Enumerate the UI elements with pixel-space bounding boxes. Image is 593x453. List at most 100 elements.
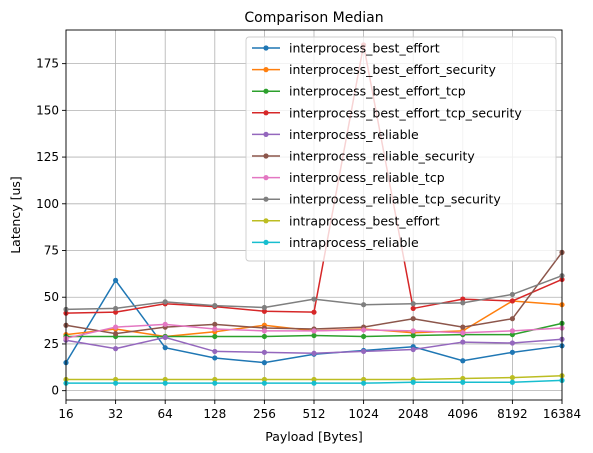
data-point [162,380,168,386]
data-point [361,327,367,333]
data-point [509,291,515,298]
data-point [509,374,515,381]
data-point [113,277,119,284]
data-point [261,328,267,334]
y-tick-label: 50 [44,290,59,304]
data-point [113,309,119,315]
data-point [113,324,119,330]
data-point [509,298,515,304]
series-interprocess-reliable-tcp [63,321,565,341]
data-point [460,324,466,330]
data-point [361,348,367,355]
data-point [212,333,218,340]
data-point [311,350,317,356]
data-point [311,376,317,383]
data-point [460,358,466,364]
data-point [162,334,168,340]
x-tick-label: 256 [253,407,276,421]
y-tick-label: 100 [36,197,59,211]
data-point [212,321,218,327]
x-tick-label: 32 [108,407,123,421]
y-axis-label: Latency [us] [8,176,23,254]
legend-entry-label: interprocess_best_effort [289,41,440,56]
data-point [311,332,317,339]
y-tick-label: 150 [36,103,59,117]
series-interprocess-reliable-tcp-security [63,273,565,312]
data-point [410,301,416,307]
y-tick-label: 125 [36,150,59,164]
legend-entry-label: intraprocess_reliable [289,235,419,250]
data-point [410,316,416,322]
data-point [212,376,218,383]
data-point [361,376,367,383]
legend-swatch-marker [263,153,269,159]
x-tick-label: 16 [58,407,73,421]
data-point [410,328,416,334]
data-point [212,380,218,386]
data-point [361,380,367,386]
data-point [509,340,515,346]
data-point [311,296,317,302]
legend-entry-label: interprocess_reliable_security [289,149,475,164]
data-point [509,331,515,338]
data-point [212,355,218,361]
data-point [460,300,466,306]
legend-swatch-marker [263,88,269,94]
data-point [261,380,267,386]
data-point [311,380,317,386]
data-point [113,305,119,312]
x-tick-label: 128 [203,407,226,421]
x-axis-label: Payload [Bytes] [265,429,363,444]
x-tick-label: 8192 [497,407,528,421]
x-tick-label: 512 [303,407,326,421]
y-tick-label: 175 [36,57,59,71]
data-point [162,321,168,327]
data-point [460,375,466,382]
y-tick-label: 75 [44,244,59,258]
legend-swatch-marker [263,175,269,181]
data-point [460,379,466,385]
data-point [509,328,515,334]
data-point [162,376,168,383]
data-point [509,316,515,322]
legend-entry-label: interprocess_reliable [289,127,419,142]
legend-entry-label: interprocess_best_effort_tcp_security [289,105,522,120]
data-point [361,302,367,308]
data-point [261,349,267,355]
data-point [460,330,466,336]
legend: interprocess_best_effort interprocess_bes… [245,36,557,262]
data-point [261,333,267,340]
legend-swatch-marker [263,131,269,137]
x-tick-label: 16384 [543,407,581,421]
data-point [509,349,515,355]
data-point [162,345,168,351]
legend-box [245,36,557,262]
x-tick-label: 2048 [398,407,429,421]
legend-entry-label: intraprocess_best_effort [289,213,440,228]
data-point [113,346,119,352]
data-point [212,348,218,355]
data-point [410,379,416,385]
y-tick-label: 25 [44,337,59,351]
legend-swatch-marker [263,67,269,73]
legend-swatch-marker [263,110,269,116]
data-point [113,331,119,337]
legend-entry-label: interprocess_best_effort_security [289,62,496,77]
x-tick-label: 64 [158,407,173,421]
data-point [361,333,367,340]
data-point [311,328,317,334]
legend-swatch-marker [263,196,269,202]
data-point [410,346,416,353]
x-tick-label: 1024 [348,407,379,421]
data-point [460,339,466,345]
legend-swatch-marker [263,239,269,245]
y-tick-label: 0 [51,384,59,398]
data-point [212,303,218,309]
data-point [162,299,168,305]
data-point [261,308,267,314]
data-point [113,376,119,383]
x-tick-label: 4096 [448,407,479,421]
legend-entry-label: interprocess_best_effort_tcp [289,84,466,99]
